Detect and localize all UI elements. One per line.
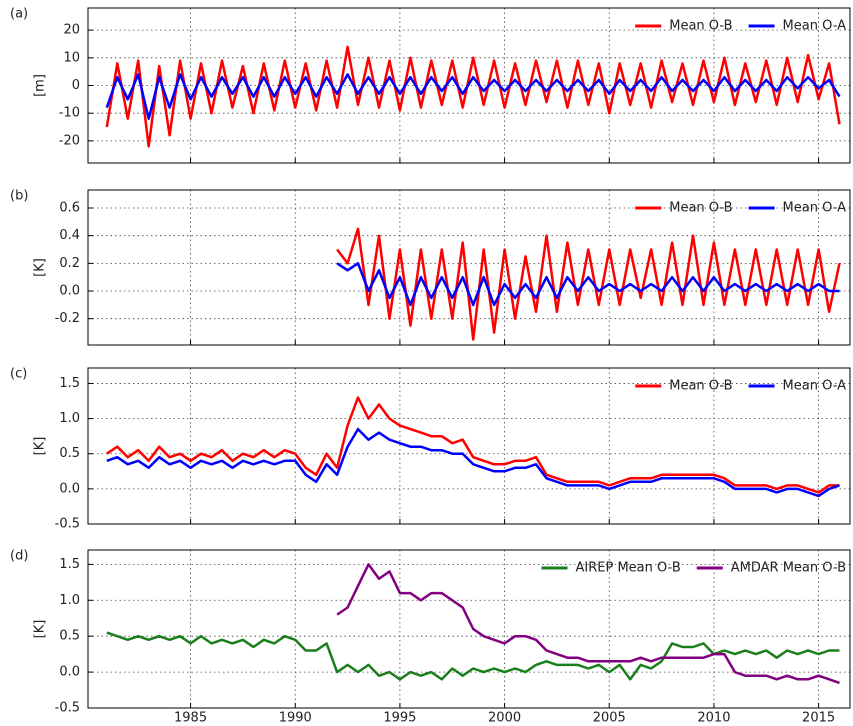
y-tick-label: 0.5 bbox=[59, 629, 80, 644]
x-tick-label: 2005 bbox=[593, 711, 626, 726]
y-tick-label: -10 bbox=[59, 106, 80, 121]
x-tick-label: 2015 bbox=[802, 711, 835, 726]
y-tick-label: 1.5 bbox=[59, 376, 80, 391]
panel: (b) [K] -0.2 0.0 0.2 0.4 0.6 Mean O-A Mean O-B bbox=[10, 189, 851, 346]
y-tick-label: -20 bbox=[59, 133, 80, 148]
y-axis-label: [K] bbox=[33, 620, 48, 639]
x-tick-label: 1990 bbox=[279, 711, 312, 726]
y-tick-label: 0.0 bbox=[59, 284, 80, 299]
y-tick-label: 0.0 bbox=[59, 481, 80, 496]
y-axis-label: [m] bbox=[33, 74, 48, 97]
panel: (a) [m] -20 -10 0 10 20 Mean O-A Mean O-B bbox=[10, 7, 851, 164]
legend-label: Mean O-B bbox=[669, 201, 732, 216]
y-tick-label: 0.5 bbox=[59, 446, 80, 461]
legend-label: Mean O-A bbox=[783, 379, 847, 394]
x-tick-label: 2000 bbox=[488, 711, 521, 726]
y-tick-label: 1.0 bbox=[59, 411, 80, 426]
y-tick-label: -0.5 bbox=[55, 517, 80, 532]
legend-label: Mean O-B bbox=[669, 379, 732, 394]
legend-label: Mean O-A bbox=[783, 201, 847, 216]
y-tick-label: -0.2 bbox=[55, 311, 80, 326]
legend-label: Mean O-A bbox=[783, 19, 847, 34]
y-axis-label: [K] bbox=[33, 258, 48, 277]
series-line bbox=[106, 631, 840, 681]
y-tick-label: 0.2 bbox=[59, 256, 80, 271]
y-tick-label: 10 bbox=[63, 50, 80, 65]
panel-label: (a) bbox=[10, 7, 28, 22]
plot-frame bbox=[87, 367, 851, 525]
series-line bbox=[105, 45, 841, 148]
legend-label: AIREP Mean O-B bbox=[576, 561, 681, 576]
y-tick-label: 20 bbox=[63, 23, 80, 38]
y-tick-label: 1.0 bbox=[59, 593, 80, 608]
plot-frame bbox=[87, 549, 851, 709]
y-tick-label: 0.4 bbox=[59, 228, 80, 243]
legend-label: Mean O-B bbox=[669, 19, 732, 34]
y-axis-label: [K] bbox=[33, 437, 48, 456]
y-tick-label: 0.6 bbox=[59, 200, 80, 215]
x-tick-label: 1985 bbox=[174, 711, 207, 726]
series-line bbox=[105, 73, 841, 120]
legend-label: AMDAR Mean O-B bbox=[731, 561, 846, 576]
series-line bbox=[336, 227, 841, 341]
y-tick-label: 0 bbox=[72, 78, 80, 93]
series-line bbox=[106, 427, 840, 498]
panel: (c) [K] -0.5 0.0 0.5 1.0 1.5 Mean O-A Mean O-B bbox=[10, 367, 851, 532]
series-line bbox=[336, 262, 840, 307]
y-tick-label: 0.0 bbox=[59, 665, 80, 680]
panel-label: (c) bbox=[10, 367, 27, 382]
x-tick-label: 1995 bbox=[383, 711, 416, 726]
panel-label: (d) bbox=[10, 549, 28, 564]
y-tick-label: 1.5 bbox=[59, 557, 80, 572]
plot-frame bbox=[87, 7, 851, 164]
y-tick-label: -0.5 bbox=[55, 701, 80, 716]
plot-frame bbox=[87, 189, 851, 346]
panel-label: (b) bbox=[10, 189, 28, 204]
series-line bbox=[106, 396, 840, 494]
series-line bbox=[336, 563, 840, 685]
x-tick-label: 2010 bbox=[697, 711, 730, 726]
panel: (d) [K] 1985 1990 1995 2000 2005 2010 2015 -0.5 0.… bbox=[10, 549, 851, 726]
